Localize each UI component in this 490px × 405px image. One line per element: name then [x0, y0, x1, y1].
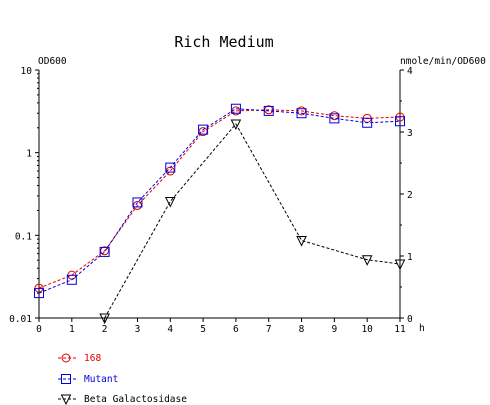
axes [38, 70, 401, 319]
data-point [395, 116, 405, 127]
left-y-axis-ticks: 0.01 0.1 1 10 [9, 66, 39, 325]
x-tick-label: 10 [361, 324, 373, 335]
data-point [34, 283, 44, 293]
legend-label: Beta Galactosidase [84, 394, 187, 405]
data-point [99, 313, 110, 325]
series-beta-galactosidase [99, 119, 406, 325]
left-y-tick-label: 0.1 [15, 231, 32, 242]
series-line [38, 108, 401, 294]
series-168 [34, 105, 405, 293]
data-point [34, 288, 44, 299]
legend-marker [60, 394, 72, 405]
data-point [230, 119, 242, 131]
x-tick-label: 11 [394, 324, 406, 335]
legend: 168 Mutant Beta Galactosidase [58, 353, 187, 405]
x-tick-label: 5 [200, 324, 206, 335]
data-point [198, 124, 209, 135]
series-layer [34, 103, 406, 325]
data-point [165, 162, 176, 173]
right-y-tick-label: 3 [407, 128, 413, 139]
x-tick-label: 1 [69, 324, 75, 335]
data-point [296, 236, 307, 247]
x-tick-label: 2 [102, 324, 108, 335]
x-axis-label: h [419, 323, 425, 334]
data-point [329, 113, 340, 124]
data-point [361, 255, 373, 266]
legend-marker [61, 374, 71, 384]
legend-label: 168 [84, 353, 101, 364]
chart-title: Rich Medium [174, 33, 273, 51]
left-y-tick-label: 10 [21, 66, 33, 77]
left-y-tick-label: 1 [26, 149, 32, 160]
data-point [99, 246, 110, 257]
legend-label: Mutant [84, 374, 118, 385]
legend-item: 168 [58, 353, 101, 364]
x-axis-ticks: 0 1 2 3 4 5 6 7 8 9 10 11 [36, 318, 406, 335]
legend-item: Mutant [58, 374, 118, 385]
x-tick-label: 0 [36, 324, 42, 335]
x-tick-label: 8 [299, 324, 305, 335]
legend-item: Beta Galactosidase [58, 394, 187, 405]
left-y-tick-label: 0.01 [9, 314, 32, 325]
data-point [296, 108, 307, 119]
data-point [263, 105, 274, 116]
right-axis-label: nmole/min/OD600 [400, 56, 486, 67]
series-line [38, 109, 401, 289]
data-point [66, 274, 77, 285]
data-point [230, 103, 241, 114]
data-point [362, 117, 373, 128]
right-y-tick-label: 2 [407, 190, 413, 201]
data-point [394, 259, 406, 271]
x-tick-label: 6 [233, 324, 239, 335]
right-y-tick-label: 0 [407, 314, 413, 325]
x-tick-label: 9 [331, 324, 337, 335]
data-point [132, 197, 143, 208]
series-line [104, 123, 401, 319]
right-y-axis-ticks: 0 1 2 3 4 [400, 66, 413, 325]
right-y-tick-label: 4 [407, 66, 413, 77]
data-point [164, 196, 176, 208]
legend-marker [61, 353, 71, 363]
x-tick-label: 7 [266, 324, 272, 335]
x-tick-label: 4 [167, 324, 173, 335]
x-tick-label: 3 [135, 324, 141, 335]
series-mutant [34, 103, 405, 299]
left-axis-label: OD600 [38, 56, 67, 67]
right-y-tick-label: 1 [407, 252, 413, 263]
